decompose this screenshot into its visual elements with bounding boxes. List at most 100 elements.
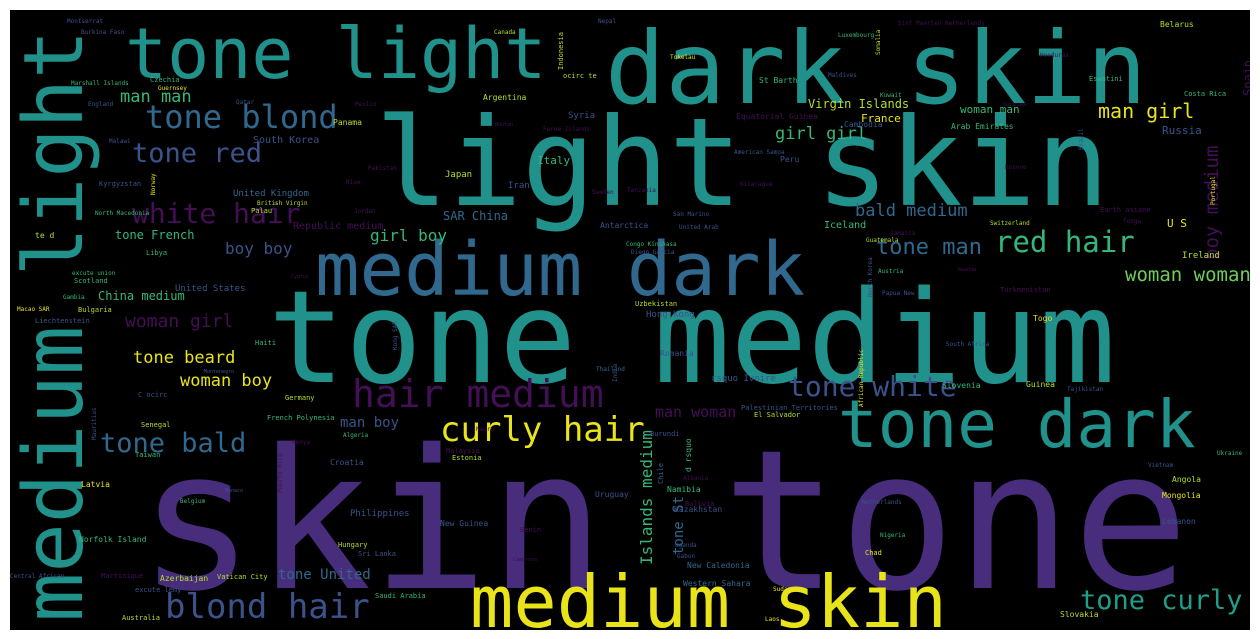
cloud-word: Syria [568,111,595,121]
cloud-word: Uganda [675,542,697,549]
cloud-word: Bhutan [495,122,513,128]
cloud-word: tone French [115,228,194,242]
cloud-word: Kazakhstan [674,505,722,514]
cloud-word: Japan [445,170,472,180]
cloud-word: Mexico [355,101,377,108]
cloud-word: Gambia [63,294,85,301]
cloud-word: Canada [494,29,516,36]
cloud-word: French Polynesia [267,414,334,422]
cloud-word: tone bald [100,428,246,459]
cloud-word: Sri Lanka [358,550,396,558]
cloud-word: tone medium [268,264,1116,413]
cloud-word: India [612,364,619,382]
cloud-word: woman boy [180,371,272,391]
cloud-word: man woman [655,403,736,421]
cloud-word: ocirc te [563,72,597,80]
cloud-word: man man [120,87,192,107]
cloud-word: Tokelau [670,54,696,61]
cloud-word: Islands medium [637,430,656,565]
cloud-word: Philippines [350,509,410,519]
cloud-word: Taiwan [135,451,160,459]
cloud-word: Belarus [1160,20,1194,29]
cloud-word: U S [1167,217,1187,230]
cloud-word: Kyrgyzstan [99,180,141,188]
cloud-word: Equatorial Guinea [736,112,818,121]
cloud-word: Slovakia [1060,610,1099,619]
cloud-word: curly hair [440,410,645,450]
cloud-word: blond hair [165,587,370,627]
cloud-word: Maldives [828,72,857,79]
cloud-word: excute union [72,270,116,277]
cloud-word: Benin [520,526,541,534]
cloud-word: New Caledonia [687,561,750,570]
cloud-word: Sint Maarten Netherlands [898,20,985,27]
cloud-word: North Macedonia [95,210,150,217]
cloud-word: Azerbaijan [160,574,208,583]
cloud-word: Algeria [343,432,369,439]
cloud-word: Belgium [180,498,206,505]
cloud-word: Ireland [1182,251,1220,261]
cloud-word: Bolivia [685,500,715,508]
cloud-word: Saudi Arabia [375,592,426,600]
cloud-word: Nauru [476,426,494,433]
cloud-word: Thailand [596,366,625,373]
cloud-word: Iran [508,181,530,191]
cloud-word: Mongolia [1162,491,1201,500]
cloud-word: United Arab [679,224,719,231]
cloud-word: girl girl [775,124,867,144]
cloud-word: Liechtenstein [35,317,90,325]
cloud-word: St Barth [759,76,798,85]
cloud-word: Earth asiane [1100,206,1151,214]
cloud-word: white hair [132,197,301,230]
cloud-word: Eswatini [1089,75,1123,83]
cloud-word: d rsquo [684,438,693,472]
cloud-word: Somalia [875,29,882,55]
cloud-word: Lebanon [1162,517,1196,526]
cloud-word: Scotland [74,277,108,285]
cloud-word: Monaco [225,488,243,494]
cloud-word: Palestinian Territories [741,404,838,412]
cloud-word: China medium [98,289,185,303]
cloud-word: bald medium [855,201,968,221]
cloud-word: Croatia [330,458,364,467]
cloud-word: Congo Kinshasa [626,241,677,248]
cloud-word: tone man [876,235,982,260]
cloud-word: Nepal [598,18,616,25]
cloud-word: Honduras [1040,52,1069,59]
cloud-word: Chad [865,549,882,557]
cloud-word: Guernsey [158,85,187,92]
cloud-word: Republic medium [293,221,383,232]
cloud-word: Arab Emirates [951,122,1014,131]
cloud-word: Italy [537,154,570,167]
cloud-word: Kuwait [880,92,902,99]
cloud-word: Jamaica [890,230,916,237]
cloud-word: Angola [1172,475,1201,484]
cloud-word: Chile [657,463,665,484]
cloud-word: North Korea [867,257,874,297]
cloud-word: Slovenia [942,381,981,390]
cloud-word: Argentina [483,93,527,102]
cloud-word: Uruguay [595,490,629,499]
cloud-word: C ocirc [138,391,168,399]
cloud-word: Jordan [354,208,376,215]
cloud-word: Kenya [292,439,310,446]
cloud-word: Tanzania [627,187,656,194]
cloud-word: British Virgin [257,200,308,207]
cloud-word: Diego Garcia [631,249,675,256]
cloud-word: Antarctica [600,221,648,230]
cloud-word: rsquo Ivoire [711,374,776,384]
cloud-word: Tajikistan [1067,386,1104,393]
cloud-word: Spain [1241,60,1250,96]
cloud-word: England [88,101,114,108]
cloud-word: Pakistan [368,165,397,172]
cloud-word: Burkina Faso [81,29,125,36]
cloud-word: Qatar [236,99,254,106]
cloud-word: Australia [122,614,160,622]
cloud-word: Albania [683,475,709,482]
cloud-word: Hungary [338,541,368,549]
cloud-word: medium light [10,30,102,622]
cloud-word: tone blond [145,98,338,136]
cloud-word: Czechia [150,76,180,84]
cloud-word: Ukraine [1217,450,1243,457]
